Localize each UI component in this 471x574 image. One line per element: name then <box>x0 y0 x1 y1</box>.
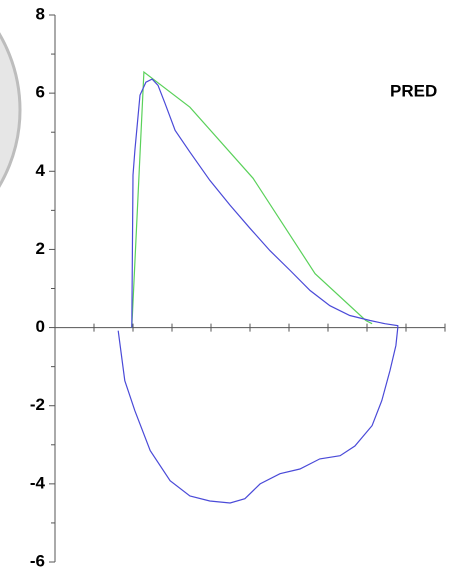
y-tick-label: 4 <box>36 161 46 180</box>
y-tick-label: 0 <box>36 317 45 336</box>
y-tick-label: -6 <box>30 551 45 570</box>
y-tick-label: 8 <box>36 4 45 23</box>
background-decoration <box>0 32 22 188</box>
y-tick-label: 2 <box>36 239 45 258</box>
data-line <box>131 70 373 328</box>
y-tick-label: 6 <box>36 83 45 102</box>
y-tick-label: -4 <box>30 473 46 492</box>
annotation: PRED <box>390 81 437 100</box>
data-line <box>117 78 399 504</box>
y-tick-label: -2 <box>30 395 45 414</box>
